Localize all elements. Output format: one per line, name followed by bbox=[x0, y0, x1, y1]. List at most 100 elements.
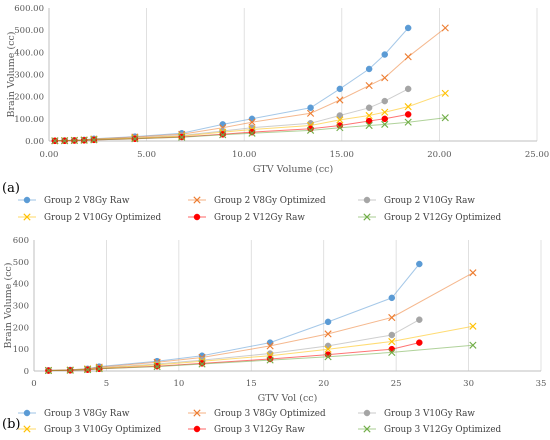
legend-entry: Group 2 V12Gy Optimized bbox=[358, 213, 502, 223]
x-marker-stroke bbox=[23, 425, 31, 433]
x-marker-stroke bbox=[336, 116, 344, 124]
x-marker-stroke bbox=[388, 337, 396, 346]
data-point bbox=[469, 341, 477, 349]
series-line bbox=[48, 272, 474, 371]
data-point bbox=[324, 351, 332, 358]
series-2 bbox=[44, 269, 477, 374]
x-tick-label: 0 bbox=[31, 379, 36, 389]
data-point bbox=[324, 345, 332, 353]
legend-entry: Group 2 V12Gy Raw bbox=[188, 213, 305, 223]
data-point bbox=[469, 269, 477, 277]
panel-label: (b) bbox=[2, 417, 20, 432]
data-point bbox=[416, 339, 423, 346]
data-point bbox=[336, 85, 344, 93]
series-6 bbox=[44, 341, 477, 375]
chart-panel-b: 0 5 10 15 20 25 30 35 0 100 200 300 400 500 600 GTV Vol… bbox=[2, 236, 546, 435]
data-point bbox=[365, 121, 373, 130]
data-point bbox=[404, 118, 412, 126]
y-tick-label: 300 bbox=[13, 302, 29, 312]
x-marker-stroke bbox=[404, 53, 412, 61]
data-point bbox=[388, 348, 396, 357]
data-point bbox=[336, 124, 344, 132]
data-point bbox=[248, 129, 256, 137]
x-tick-label: 10.00 bbox=[232, 150, 256, 160]
x-marker-stroke bbox=[388, 348, 396, 357]
legend-marker bbox=[363, 409, 371, 417]
x-marker-stroke bbox=[363, 425, 371, 433]
series-3 bbox=[51, 85, 412, 145]
x-marker-stroke bbox=[381, 120, 389, 128]
series-6 bbox=[51, 114, 449, 145]
x-tick-label: 25.00 bbox=[525, 150, 549, 160]
x-marker-stroke bbox=[324, 345, 332, 353]
x-tick-label: 20.00 bbox=[427, 150, 451, 160]
data-point bbox=[365, 111, 373, 120]
y-axis-title: Brain Volume (cc) bbox=[3, 263, 14, 349]
y-tick-label: 400 bbox=[13, 280, 29, 290]
data-point bbox=[324, 353, 332, 361]
y-tick-label: 100.00 bbox=[14, 115, 44, 125]
data-point bbox=[61, 137, 69, 145]
legend-label: Group 2 V8Gy Optimized bbox=[214, 196, 326, 206]
legend-marker bbox=[193, 425, 201, 433]
data-point bbox=[404, 111, 412, 118]
x-marker-stroke bbox=[23, 213, 31, 221]
y-axis-title: Brain Volume (cc) bbox=[6, 32, 17, 118]
series-1 bbox=[45, 260, 423, 374]
x-tick-label: 25 bbox=[391, 379, 402, 389]
data-point bbox=[441, 24, 449, 32]
data-point bbox=[324, 330, 332, 338]
x-marker-stroke bbox=[44, 366, 53, 375]
legend-label: Group 3 V12Gy Raw bbox=[214, 425, 305, 435]
x-marker-stroke bbox=[469, 269, 477, 277]
y-tick-label: 400.00 bbox=[14, 48, 44, 58]
x-marker-stroke bbox=[336, 124, 344, 132]
data-point bbox=[84, 366, 92, 374]
legend-entry: Group 3 V12Gy Raw bbox=[188, 425, 305, 435]
data-point bbox=[404, 24, 412, 32]
legend-label: Group 2 V8Gy Raw bbox=[44, 196, 130, 206]
x-marker-stroke bbox=[66, 366, 74, 374]
x-marker-stroke bbox=[178, 133, 186, 141]
x-marker-stroke bbox=[363, 213, 371, 221]
series-line bbox=[48, 344, 473, 372]
x-marker-stroke bbox=[306, 126, 315, 134]
x-tick-label: 5 bbox=[104, 379, 109, 389]
data-point bbox=[80, 136, 88, 144]
legend-entry: Group 2 V10Gy Raw bbox=[358, 196, 475, 206]
y-tick-label: 500.00 bbox=[14, 26, 44, 36]
legend-marker bbox=[193, 409, 201, 417]
x-marker-stroke bbox=[266, 342, 274, 350]
legend-entry: Group 3 V8Gy Raw bbox=[18, 409, 130, 419]
legend-label: Group 2 V10Gy Optimized bbox=[44, 213, 162, 223]
data-point bbox=[266, 355, 274, 363]
x-marker-stroke bbox=[70, 136, 78, 145]
legend-entry: Group 3 V12Gy Optimized bbox=[358, 425, 502, 435]
data-point bbox=[416, 316, 423, 323]
x-marker-stroke bbox=[84, 366, 92, 374]
x-tick-label: 15 bbox=[246, 379, 257, 389]
x-axis-title: GTV Volume (cc) bbox=[253, 164, 333, 175]
panel-label: (a) bbox=[2, 181, 20, 196]
legend-marker bbox=[193, 213, 201, 221]
legend-marker bbox=[363, 213, 371, 221]
data-point bbox=[248, 118, 256, 126]
data-point bbox=[381, 51, 388, 58]
series-line bbox=[48, 325, 473, 372]
x-axis-title: GTV Vol (cc) bbox=[258, 393, 318, 404]
x-marker-stroke bbox=[153, 363, 161, 371]
data-point bbox=[365, 65, 373, 73]
x-marker-stroke bbox=[469, 341, 477, 349]
data-point bbox=[306, 109, 315, 117]
x-marker-stroke bbox=[441, 114, 449, 122]
y-tick-label: 500 bbox=[13, 258, 29, 268]
x-marker-stroke bbox=[365, 81, 373, 90]
data-point bbox=[336, 116, 344, 124]
data-point bbox=[404, 53, 412, 61]
x-tick-label: 20 bbox=[318, 379, 329, 389]
data-point bbox=[95, 365, 103, 373]
x-tick-label: 5.00 bbox=[137, 150, 156, 160]
legend-entry: Group 3 V8Gy Optimized bbox=[188, 409, 326, 419]
data-point bbox=[306, 126, 315, 134]
